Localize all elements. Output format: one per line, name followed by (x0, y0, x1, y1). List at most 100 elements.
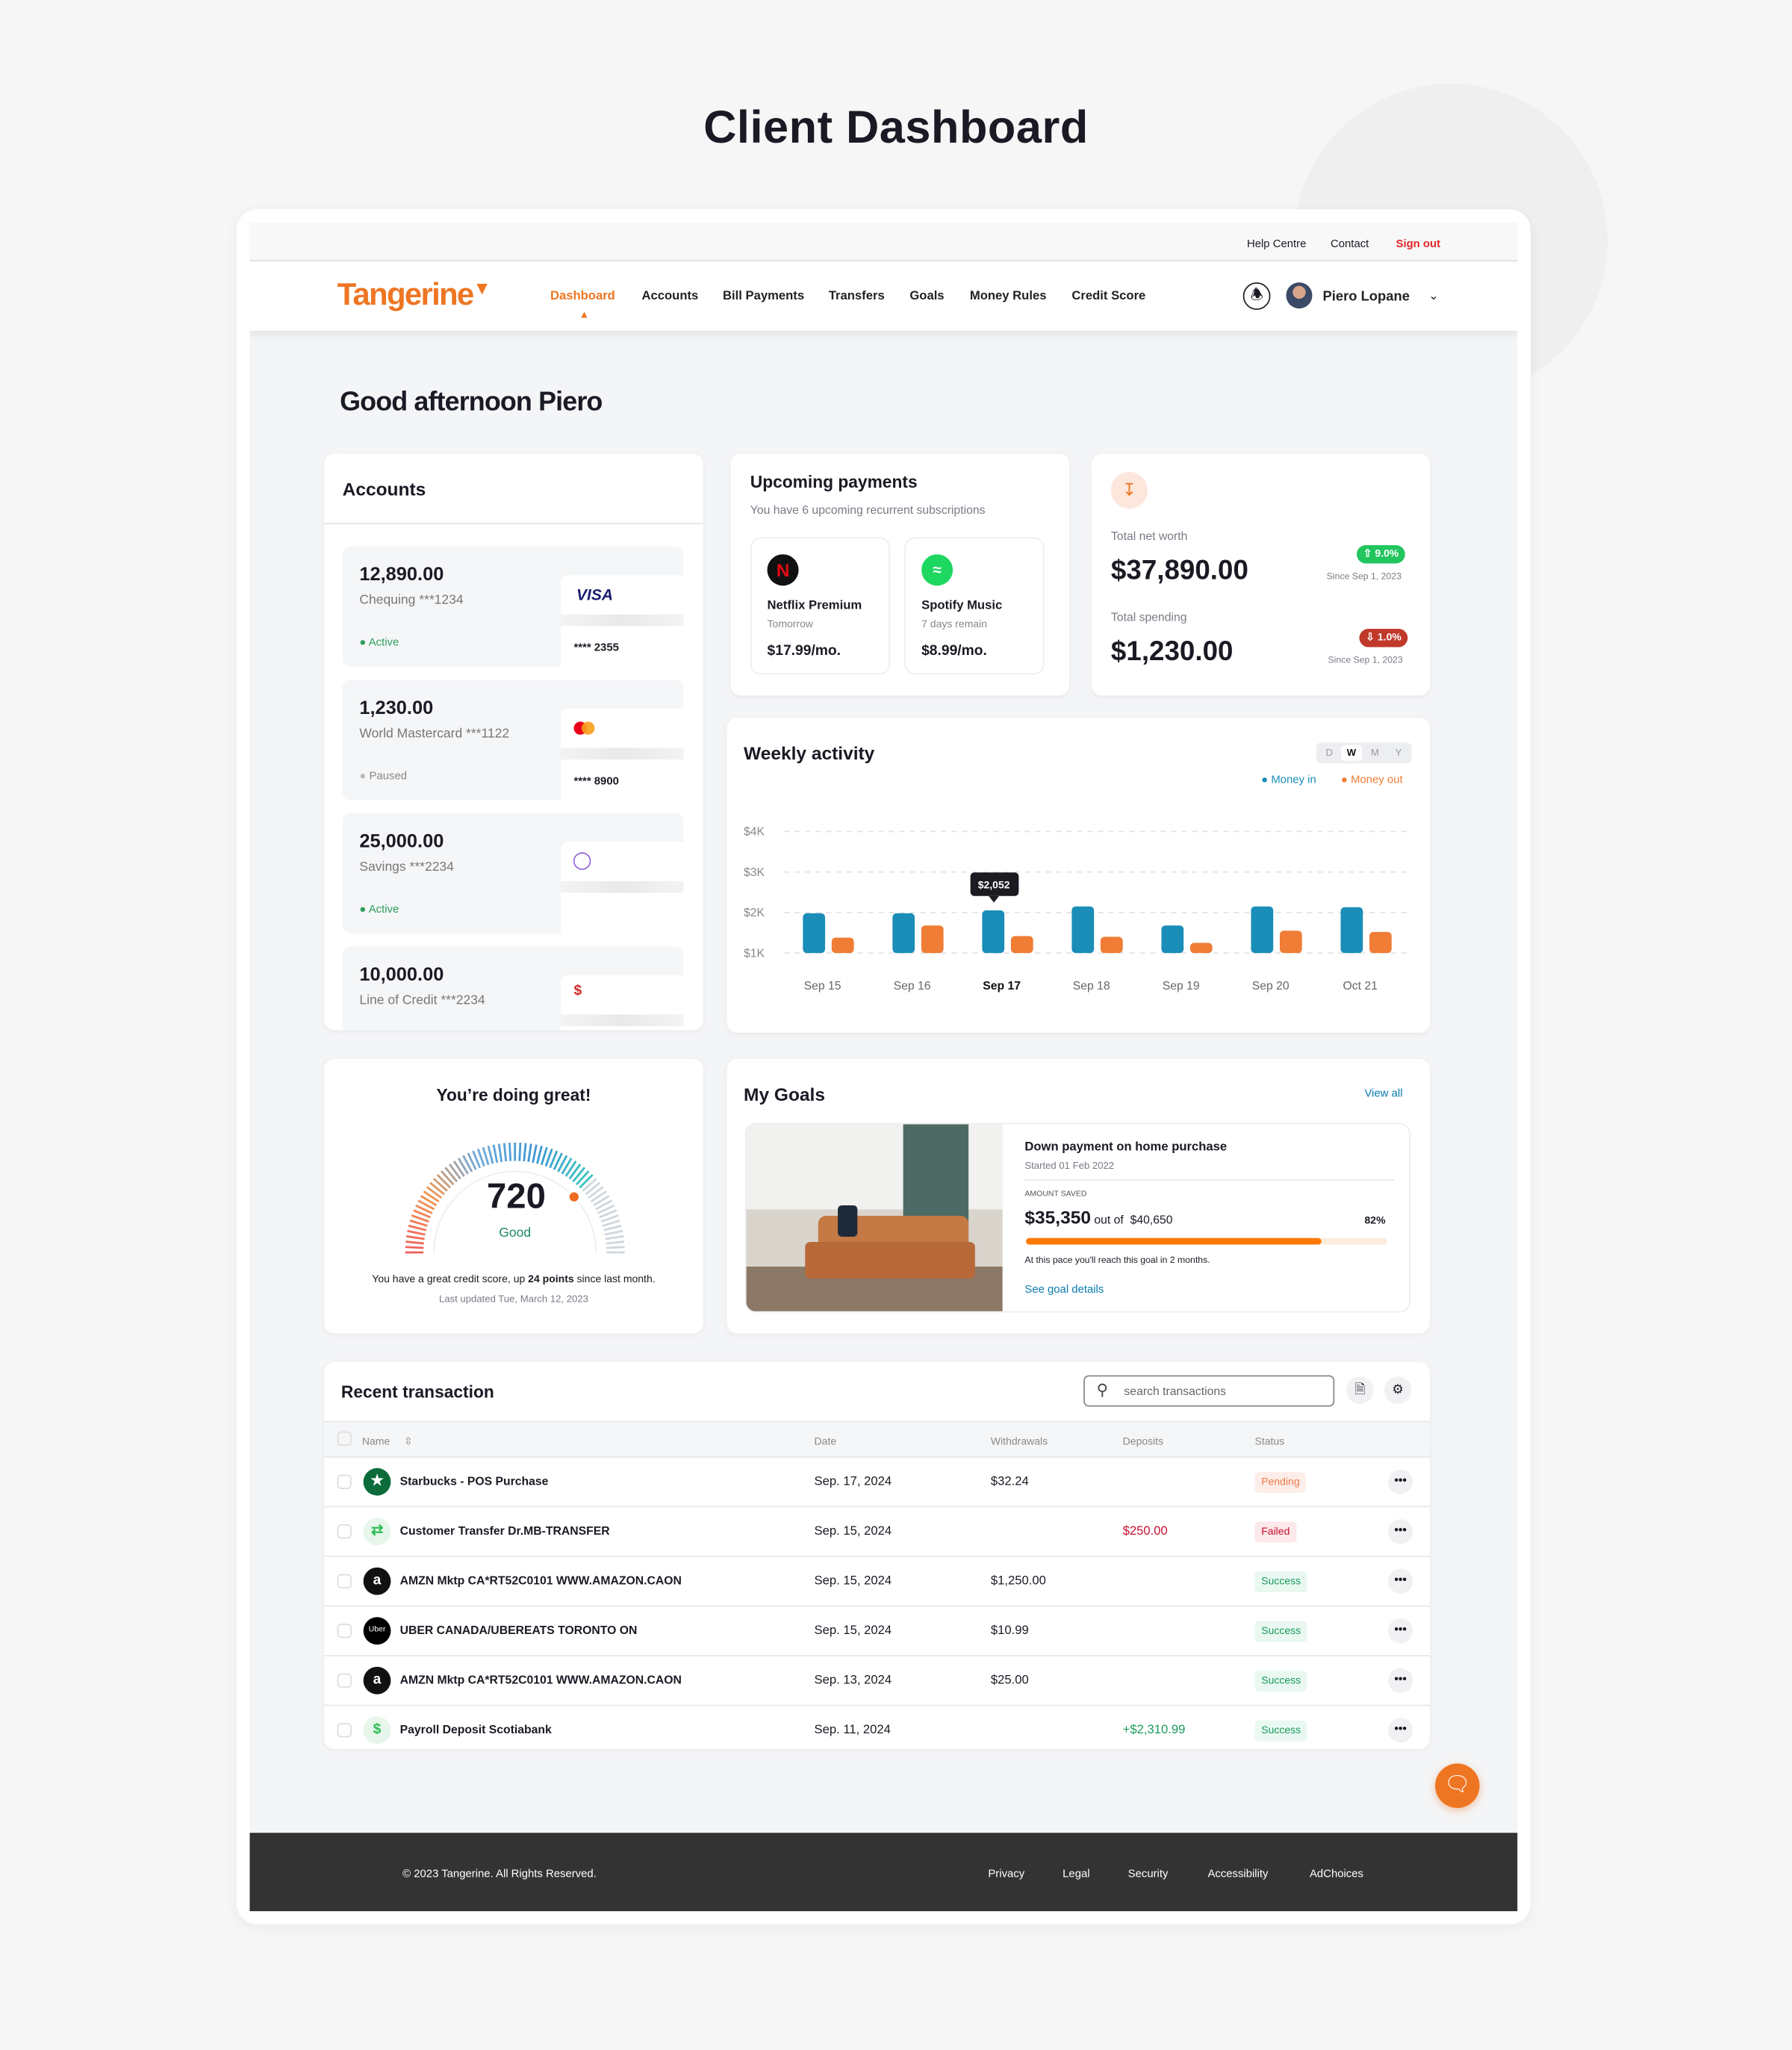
y-tick-label: $1K (744, 947, 765, 960)
avatar[interactable] (1286, 282, 1313, 309)
range-tab-y[interactable]: Y (1395, 746, 1402, 759)
table-row[interactable]: a AMZN Mktp CA*RT52C0101 WWW.AMAZON.CAON… (324, 1556, 1431, 1606)
gauge-tick (405, 1240, 424, 1245)
gauge-tick (411, 1214, 429, 1223)
tooltip (970, 872, 1019, 896)
transaction-withdrawal: $1,250.00 (990, 1574, 1046, 1588)
net-worth-label: Total net worth (1110, 529, 1188, 543)
account-amount: 12,890.00 (359, 565, 444, 586)
subscription-name: Spotify Music (921, 598, 1003, 613)
footer-accessibility[interactable]: Accessibility (1207, 1866, 1269, 1880)
credit-score-card: You’re doing great! 720 Good You have a … (324, 1058, 703, 1334)
sign-out-link[interactable]: Sign out (1396, 236, 1441, 250)
net-worth-value: $37,890.00 (1110, 555, 1248, 586)
footer: © 2023 Tangerine. All Rights Reserved. P… (249, 1833, 1518, 1912)
goal-item[interactable]: Down payment on home purchase Started 01… (744, 1122, 1410, 1313)
gauge-tick (582, 1178, 597, 1192)
transaction-name: Customer Transfer Dr.MB-TRANSFER (399, 1524, 610, 1538)
nav-bill-payments[interactable]: Bill Payments (723, 288, 805, 304)
table-row[interactable]: ⇄ Customer Transfer Dr.MB-TRANSFER Sep. … (324, 1506, 1431, 1556)
bar-money-out (1369, 931, 1392, 954)
select-all-checkbox[interactable] (337, 1431, 352, 1447)
help-centre-link[interactable]: Help Centre (1246, 236, 1307, 250)
more-options-icon[interactable]: ••• (1388, 1618, 1413, 1644)
tooltip-arrow (989, 895, 1000, 903)
more-options-icon[interactable]: ••• (1388, 1568, 1413, 1594)
transaction-date: Sep. 15, 2024 (814, 1574, 892, 1588)
filter-settings-icon[interactable]: ⚙ (1384, 1376, 1412, 1405)
column-date: Date (814, 1435, 837, 1447)
range-tab-m[interactable]: M (1371, 746, 1379, 759)
footer-security[interactable]: Security (1127, 1866, 1169, 1880)
gauge-tick (503, 1143, 508, 1162)
card-number: **** 2355 (573, 640, 619, 654)
table-row[interactable]: Uber UBER CANADA/UBEREATS TORONTO ON Sep… (324, 1605, 1431, 1656)
account-name: Savings ***2234 (359, 860, 454, 875)
range-tab-w[interactable]: W (1341, 745, 1363, 761)
footer-privacy[interactable]: Privacy (988, 1866, 1025, 1880)
gauge-tick (572, 1167, 586, 1183)
more-options-icon[interactable]: ••• (1388, 1469, 1413, 1494)
gauge-tick (492, 1144, 499, 1164)
download-icon[interactable]: ↧ (1110, 471, 1148, 509)
footer-legal[interactable]: Legal (1063, 1866, 1090, 1880)
nav-transfers[interactable]: Transfers (828, 288, 885, 304)
gauge-tick (579, 1174, 594, 1189)
x-tick-label: Sep 15 (804, 980, 841, 993)
nav-money-rules[interactable]: Money Rules (969, 288, 1047, 304)
payroll-icon: $ (363, 1716, 391, 1745)
amazon-icon: a (363, 1666, 391, 1695)
nav-dashboard[interactable]: Dashboard (550, 288, 615, 304)
account-item[interactable]: 10,000.00 Line of Credit ***2234 $ (342, 946, 684, 1031)
account-item[interactable]: 1,230.00 World Mastercard ***1122 ● Paus… (342, 680, 684, 801)
account-item[interactable]: 25,000.00 Savings ***2234 ● Active ◯ (342, 813, 684, 934)
view-all-link[interactable]: View all (1364, 1086, 1403, 1100)
more-options-icon[interactable]: ••• (1388, 1718, 1413, 1743)
export-file-icon[interactable]: 🗎 (1346, 1376, 1374, 1405)
column-name[interactable]: Name (361, 1435, 391, 1447)
subscription-netflix[interactable]: N Netflix Premium Tomorrow $17.99/mo. (750, 537, 891, 675)
chat-icon[interactable]: 🗨 (1435, 1763, 1480, 1808)
nav-goals[interactable]: Goals (909, 288, 945, 304)
gauge-tick (603, 1224, 622, 1231)
row-checkbox[interactable] (337, 1673, 352, 1688)
gauge-tick (540, 1146, 548, 1166)
nav-credit-score[interactable]: Credit Score (1071, 288, 1146, 304)
sort-icon[interactable]: ⇳ (403, 1435, 413, 1447)
status-active: ● Active (359, 901, 399, 916)
tooltip-label: $2,052 (978, 878, 1010, 890)
table-row[interactable]: ★ Starbucks - POS Purchase Sep. 17, 2024… (324, 1456, 1431, 1506)
row-checkbox[interactable] (337, 1624, 352, 1639)
table-row[interactable]: a AMZN Mktp CA*RT52C0101 WWW.AMAZON.CAON… (324, 1655, 1431, 1705)
row-checkbox[interactable] (337, 1474, 352, 1489)
chevron-down-icon[interactable]: ⌄ (1428, 288, 1439, 302)
gauge-tick (590, 1190, 607, 1203)
search-icon: ⚲ (1096, 1380, 1109, 1400)
row-checkbox[interactable] (337, 1524, 352, 1539)
spending-value: $1,230.00 (1110, 636, 1233, 667)
money-bag-icon: $ (573, 983, 582, 999)
row-checkbox[interactable] (337, 1574, 352, 1588)
contact-link[interactable]: Contact (1331, 236, 1369, 250)
gauge-tick (436, 1174, 452, 1189)
more-options-icon[interactable]: ••• (1388, 1668, 1413, 1693)
tangerine-logo[interactable]: Tangerine▼ (337, 277, 491, 313)
account-item[interactable]: 12,890.00 Chequing ***1234 ● Active VISA… (342, 546, 684, 667)
account-amount: 25,000.00 (359, 831, 444, 853)
gauge-tick (568, 1164, 582, 1180)
footer-adchoices[interactable]: AdChoices (1310, 1866, 1363, 1880)
nav-accounts[interactable]: Accounts (641, 288, 699, 304)
bell-icon[interactable]: 🕭 (1242, 282, 1271, 310)
user-name[interactable]: Piero Lopane (1322, 288, 1410, 305)
gauge-tick (564, 1160, 577, 1177)
table-row[interactable]: $ Payroll Deposit Scotiabank Sep. 11, 20… (324, 1704, 1431, 1750)
range-tab-d[interactable]: D (1325, 746, 1333, 759)
search-input[interactable]: ⚲ search transactions (1083, 1375, 1335, 1407)
transactions-title: Recent transaction (340, 1382, 494, 1402)
subscription-spotify[interactable]: ≈ Spotify Music 7 days remain $8.99/mo. (904, 537, 1045, 675)
row-checkbox[interactable] (337, 1723, 352, 1738)
more-options-icon[interactable]: ••• (1388, 1519, 1413, 1544)
see-goal-details-link[interactable]: See goal details (1024, 1282, 1104, 1296)
spotify-icon: ≈ (921, 554, 953, 586)
y-tick-label: $4K (744, 826, 765, 839)
